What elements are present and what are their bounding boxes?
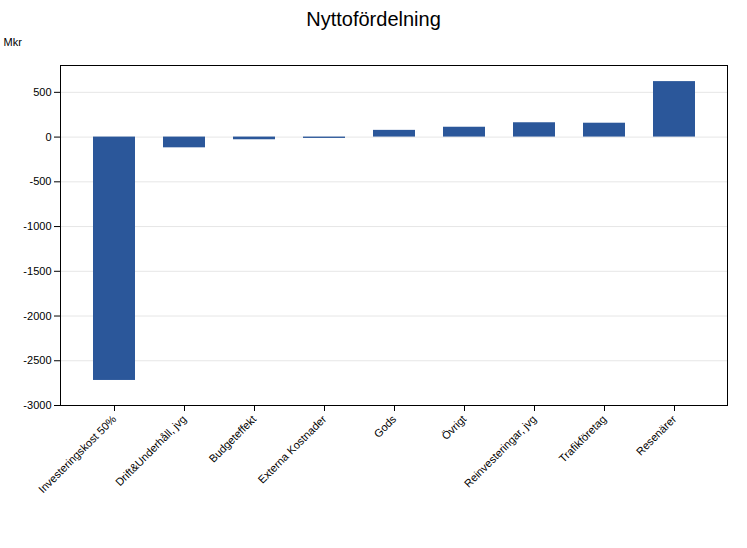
svg-text:500: 500 <box>33 86 51 98</box>
svg-text:-1500: -1500 <box>23 265 51 277</box>
svg-text:Investeringskost 50%: Investeringskost 50% <box>36 413 119 496</box>
svg-text:-3000: -3000 <box>23 399 51 411</box>
svg-text:-500: -500 <box>29 175 51 187</box>
svg-text:Drift&Underhåll, jvg: Drift&Underhåll, jvg <box>113 413 188 488</box>
svg-text:-1000: -1000 <box>23 220 51 232</box>
svg-text:Trafikföretag: Trafikföretag <box>557 413 609 465</box>
svg-text:-2500: -2500 <box>23 354 51 366</box>
svg-text:Övrigt: Övrigt <box>439 413 468 442</box>
svg-text:Resenärer: Resenärer <box>634 413 679 458</box>
html-text:Nyttofördelning: Nyttofördelning <box>306 8 441 30</box>
svg-text:-2000: -2000 <box>23 310 51 322</box>
svg-text:Mkr: Mkr <box>4 36 23 48</box>
svg-text:0: 0 <box>45 131 51 143</box>
svg-text:Reinvesteringar, jvg: Reinvesteringar, jvg <box>462 413 539 490</box>
svg-text:Budgeteffekt: Budgeteffekt <box>206 413 258 465</box>
svg-text:Gods: Gods <box>371 412 398 439</box>
svg-text:Externa Kostnader: Externa Kostnader <box>255 413 328 486</box>
